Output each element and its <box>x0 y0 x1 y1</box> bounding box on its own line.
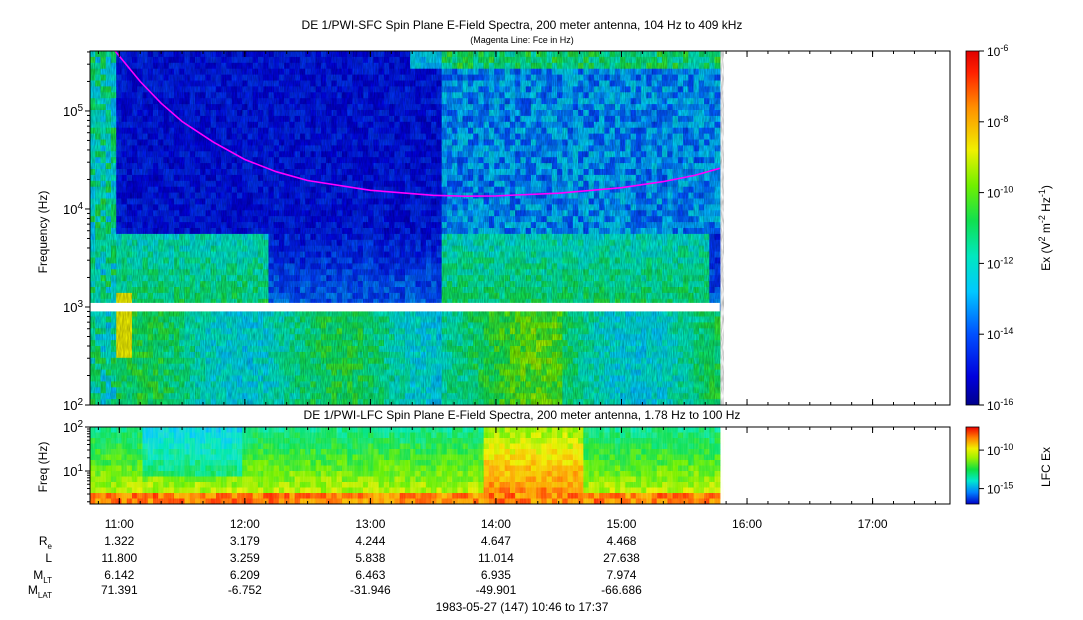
x-tick-label: 17:00 <box>858 517 888 531</box>
ephemeris-value: -66.686 <box>601 583 642 597</box>
ephemeris-value: 6.142 <box>104 568 134 582</box>
ephemeris-value: 3.179 <box>230 534 260 548</box>
ephemeris-value: 11.800 <box>101 551 137 565</box>
top-colorbar-tick-label: 10-14 <box>987 326 1013 342</box>
ephemeris-row-label: L <box>45 551 52 565</box>
ephemeris-value: 5.838 <box>355 551 385 565</box>
top-y-tick-label: 105 <box>63 103 83 119</box>
ephemeris-row-label: MLT <box>33 568 52 585</box>
top-y-tick-label: 103 <box>63 299 83 315</box>
bottom-panel-title: DE 1/PWI-LFC Spin Plane E-Field Spectra,… <box>304 408 741 422</box>
ephemeris-row-label: MLAT <box>28 583 52 600</box>
x-tick-label: 13:00 <box>355 517 385 531</box>
x-tick-label: 11:00 <box>105 517 134 531</box>
x-tick-label: 12:00 <box>230 517 260 531</box>
ephemeris-value: -6.752 <box>228 583 262 597</box>
top-colorbar-tick-label: 10-6 <box>987 43 1008 59</box>
ephemeris-value: 71.391 <box>101 583 138 597</box>
fce-line <box>114 51 721 198</box>
bottom-y-axis-label: Freq (Hz) <box>36 442 50 493</box>
top-spectrogram <box>90 51 724 405</box>
top-colorbar-tick-label: 10-12 <box>987 255 1013 271</box>
top-colorbar-label: Ex (V2 m-2 Hz-1) <box>1037 185 1053 271</box>
ephemeris-value: 6.935 <box>481 568 511 582</box>
top-colorbar-tick-label: 10-8 <box>987 114 1008 130</box>
ephemeris-value: 27.638 <box>603 551 640 565</box>
top-y-axis-label: Frequency (Hz) <box>36 191 50 274</box>
ephemeris-value: 4.647 <box>481 534 511 548</box>
top-colorbar-ticks: 10-6 10-8 10-10 10-12 10-14 10-16 <box>979 43 1013 413</box>
bottom-plot-frame <box>89 426 951 505</box>
ephemeris-value: -49.901 <box>476 583 517 597</box>
x-tick-label: 15:00 <box>606 517 636 531</box>
ephemeris-value: 1.322 <box>104 534 134 548</box>
top-y-axis: 102 103 104 105 <box>63 51 90 413</box>
bottom-colorbar-tick-label: 10-15 <box>987 481 1013 497</box>
ephemeris-value: 11.014 <box>478 551 514 565</box>
bottom-colorbar <box>965 426 980 505</box>
ephemeris-row-label: Re <box>39 534 53 551</box>
ephemeris-value: 7.974 <box>606 568 636 582</box>
bottom-spectrogram <box>90 427 724 504</box>
ephemeris-value: 6.463 <box>355 568 385 582</box>
x-axis: 11:00 12:00 13:00 14:00 15:00 16:00 17:00 <box>97 51 936 531</box>
ephemeris-value: 4.468 <box>606 534 636 548</box>
bottom-y-axis: 101 102 <box>63 419 90 503</box>
top-colorbar <box>965 50 980 406</box>
ephemeris-value: 6.209 <box>230 568 260 582</box>
ephemeris-value: 4.244 <box>355 534 385 548</box>
x-tick-label: 16:00 <box>732 517 762 531</box>
bottom-y-tick-label: 102 <box>63 419 83 435</box>
top-colorbar-tick-label: 10-16 <box>987 397 1013 413</box>
ephemeris-value: 3.259 <box>230 551 260 565</box>
top-panel-subtitle: (Magenta Line: Fce in Hz) <box>470 35 574 45</box>
top-y-tick-label: 104 <box>63 201 83 217</box>
x-axis-caption: 1983-05-27 (147) 10:46 to 17:37 <box>436 600 609 614</box>
bottom-colorbar-tick-label: 10-10 <box>987 442 1013 458</box>
top-plot-frame <box>89 50 951 406</box>
ephemeris-value: -31.946 <box>350 583 391 597</box>
bottom-y-tick-label: 101 <box>63 463 83 479</box>
data-gap-band <box>90 302 720 312</box>
bottom-colorbar-ticks: 10-10 10-15 <box>979 442 1013 497</box>
top-colorbar-tick-label: 10-10 <box>987 185 1013 201</box>
bottom-colorbar-label: LFC Ex <box>1039 447 1053 487</box>
top-panel-title: DE 1/PWI-SFC Spin Plane E-Field Spectra,… <box>302 18 743 32</box>
top-y-tick-label: 102 <box>63 397 83 413</box>
x-tick-label: 14:00 <box>481 517 511 531</box>
